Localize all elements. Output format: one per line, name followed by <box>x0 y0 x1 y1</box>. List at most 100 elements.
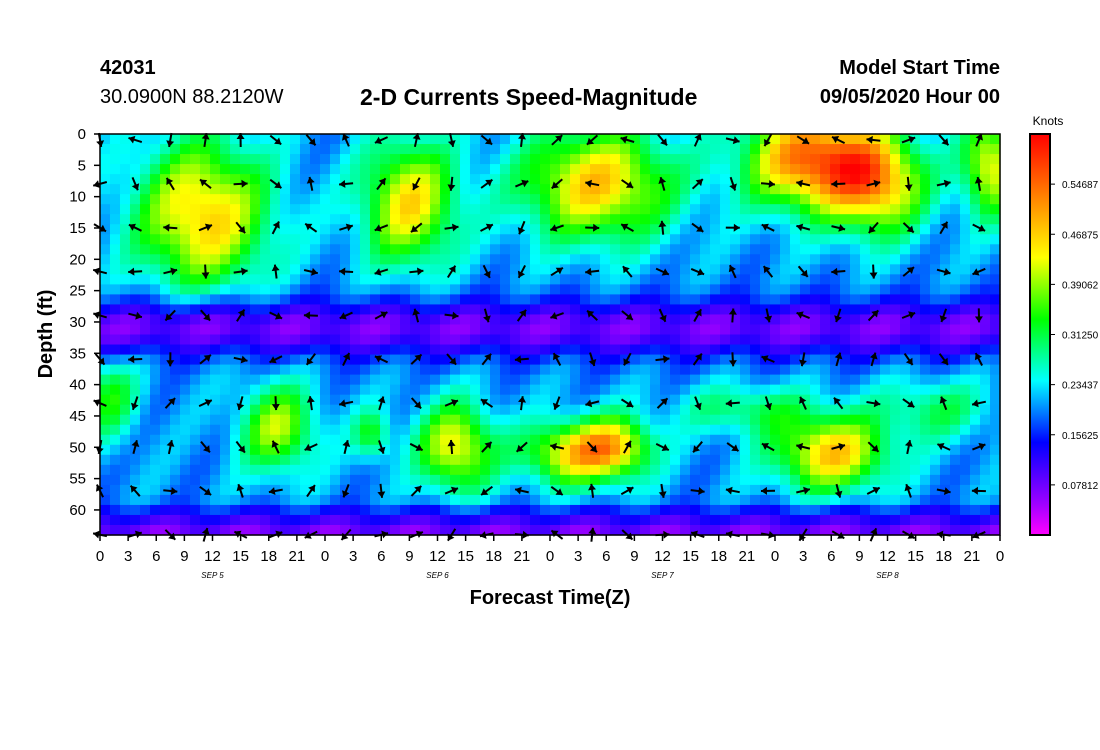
heat-cell <box>850 144 861 155</box>
heat-cell <box>910 274 921 285</box>
heat-cell <box>580 484 591 496</box>
heat-cell <box>580 144 591 155</box>
heat-cell <box>500 344 511 356</box>
heat-cell <box>960 314 971 326</box>
heat-cell <box>740 214 751 225</box>
heat-cell <box>750 204 761 215</box>
heat-cell <box>870 334 881 346</box>
heat-cell <box>470 304 481 316</box>
heat-cell <box>320 424 331 436</box>
heat-cell <box>660 214 671 225</box>
heat-cell <box>790 194 801 205</box>
heat-cell <box>170 514 181 526</box>
heat-cell <box>740 144 751 155</box>
heat-cell <box>100 184 111 195</box>
heat-cell <box>600 484 611 496</box>
heat-cell <box>920 484 931 496</box>
heat-cell <box>860 224 871 235</box>
heat-cell <box>270 144 281 155</box>
current-arrow <box>588 483 596 498</box>
heat-cell <box>430 174 441 185</box>
heat-cell <box>380 484 391 496</box>
heat-cell <box>900 444 911 456</box>
heat-cell <box>330 444 341 456</box>
heat-cell <box>810 414 821 426</box>
heat-cell <box>520 374 531 386</box>
heat-cell <box>770 514 781 526</box>
heat-cell <box>350 314 361 326</box>
heat-cell <box>500 294 511 306</box>
heat-cell <box>810 214 821 225</box>
heat-cell <box>250 344 261 356</box>
heat-cell <box>550 194 561 205</box>
heat-cell <box>700 294 711 306</box>
heat-cell <box>660 384 671 396</box>
heat-cell <box>630 364 641 376</box>
heat-cell <box>860 464 871 476</box>
heat-cell <box>460 414 471 426</box>
heat-cell <box>540 144 551 155</box>
heat-cell <box>220 374 231 386</box>
heat-cell <box>130 254 141 265</box>
current-arrow <box>831 224 846 232</box>
heat-cell <box>810 434 821 446</box>
heat-cell <box>410 444 421 456</box>
heat-cell <box>470 154 481 165</box>
heat-cell <box>960 494 971 506</box>
heat-cell <box>210 364 221 376</box>
heat-cell <box>480 254 491 265</box>
heat-cell <box>530 344 541 356</box>
heat-cell <box>260 424 271 436</box>
heat-cell <box>990 164 1001 175</box>
heat-cell <box>300 184 311 195</box>
heat-cell <box>990 304 1001 316</box>
heat-cell <box>240 244 251 255</box>
heat-cell <box>850 354 861 366</box>
heat-cell <box>700 404 711 416</box>
heat-cell <box>600 204 611 215</box>
heat-cell <box>500 184 511 195</box>
colorbar <box>1029 133 1051 536</box>
heat-cell <box>600 194 611 205</box>
heat-cell <box>270 364 281 376</box>
heat-cell <box>150 474 161 486</box>
heat-cell <box>250 264 261 275</box>
heat-cell <box>760 434 771 446</box>
heat-cell <box>490 364 501 376</box>
heat-cell <box>640 164 651 175</box>
heat-cell <box>490 244 501 255</box>
heat-cell <box>150 264 161 275</box>
heat-cell <box>230 314 241 326</box>
heat-cell <box>390 504 401 516</box>
heat-cell <box>850 174 861 185</box>
current-arrow <box>198 399 213 408</box>
heat-cell <box>750 174 761 185</box>
heat-cell <box>760 494 771 506</box>
heat-cell <box>640 404 651 416</box>
heat-cell <box>560 444 571 456</box>
heat-cell <box>180 384 191 396</box>
heat-cell <box>490 414 501 426</box>
heat-cell <box>100 154 111 165</box>
heat-cell <box>180 524 191 536</box>
heat-cell <box>970 214 981 225</box>
heat-cell <box>750 374 761 386</box>
heat-cell <box>730 294 741 306</box>
heat-cell <box>490 344 501 356</box>
heat-cell <box>880 144 891 155</box>
heat-cell <box>820 174 831 185</box>
heat-cell <box>440 414 451 426</box>
heat-cell <box>230 214 241 225</box>
heat-cell <box>860 304 871 316</box>
heat-cell <box>710 134 721 145</box>
heat-cell <box>540 264 551 275</box>
heat-cell <box>570 474 581 486</box>
heat-cell <box>780 214 791 225</box>
heat-cell <box>600 384 611 396</box>
heat-cell <box>540 254 551 265</box>
heat-cell <box>790 374 801 386</box>
heat-cell <box>450 514 461 526</box>
heat-cell <box>210 514 221 526</box>
heat-cell <box>520 184 531 195</box>
heat-cell <box>470 444 481 456</box>
